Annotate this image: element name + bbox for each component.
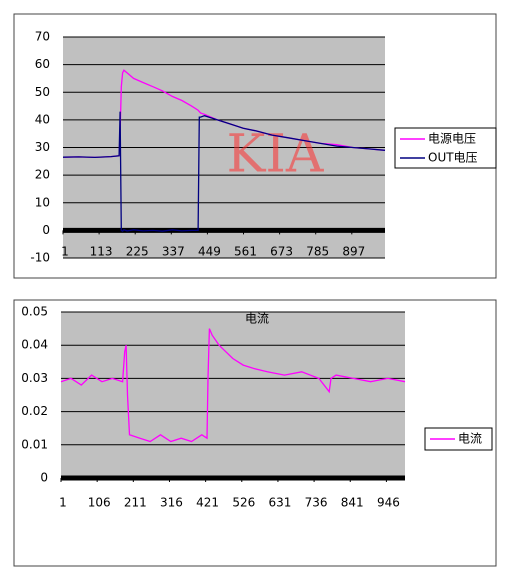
x-tick-label: 736 [305, 496, 328, 510]
x-tick-label: 631 [268, 496, 291, 510]
y-tick-label: 0.01 [21, 437, 48, 451]
x-tick-label: 211 [124, 496, 147, 510]
x-tick-label: 421 [196, 496, 219, 510]
legend-label: OUT电压 [428, 151, 478, 165]
x-tick-label: 106 [88, 496, 111, 510]
y-tick-label: 50 [35, 85, 50, 99]
x-tick-label: 946 [377, 496, 400, 510]
y-tick-label: 0 [42, 223, 50, 237]
y-tick-label: 40 [35, 112, 50, 126]
y-tick-label: 10 [35, 195, 50, 209]
plot-area [61, 312, 405, 478]
series-line [60, 328, 406, 443]
y-tick-label: 0.05 [21, 305, 48, 319]
y-tick-label: 70 [35, 30, 50, 44]
x-tick-label: 113 [90, 245, 113, 259]
y-tick-label: 0.02 [21, 404, 48, 418]
x-tick-label: 1 [59, 496, 67, 510]
x-tick-label: 673 [270, 245, 293, 259]
y-tick-label: 60 [35, 57, 50, 71]
x-tick-label: 1 [61, 245, 69, 259]
y-tick-label: 20 [35, 168, 50, 182]
x-tick-label: 449 [198, 245, 221, 259]
y-tick-label: 0.03 [21, 371, 48, 385]
y-tick-label: -10 [30, 251, 50, 265]
y-tick-label: 30 [35, 140, 50, 154]
series-line [62, 111, 386, 233]
x-tick-label: 841 [341, 496, 364, 510]
watermark: KIA [227, 125, 325, 185]
legend-box [394, 127, 497, 169]
chart-title: 电流 [245, 312, 269, 326]
legend-label: 电源电压 [428, 132, 476, 146]
y-tick-label: 0 [40, 471, 48, 485]
x-tick-label: 225 [126, 245, 149, 259]
x-tick-label: 316 [160, 496, 183, 510]
x-tick-label: 561 [234, 245, 257, 259]
x-tick-label: 526 [232, 496, 255, 510]
x-tick-label: 785 [306, 245, 329, 259]
x-tick-label: 897 [342, 245, 365, 259]
legend-label: 电流 [458, 432, 482, 446]
legend-box [424, 427, 493, 451]
x-tick-label: 337 [162, 245, 185, 259]
y-tick-label: 0.04 [21, 338, 48, 352]
